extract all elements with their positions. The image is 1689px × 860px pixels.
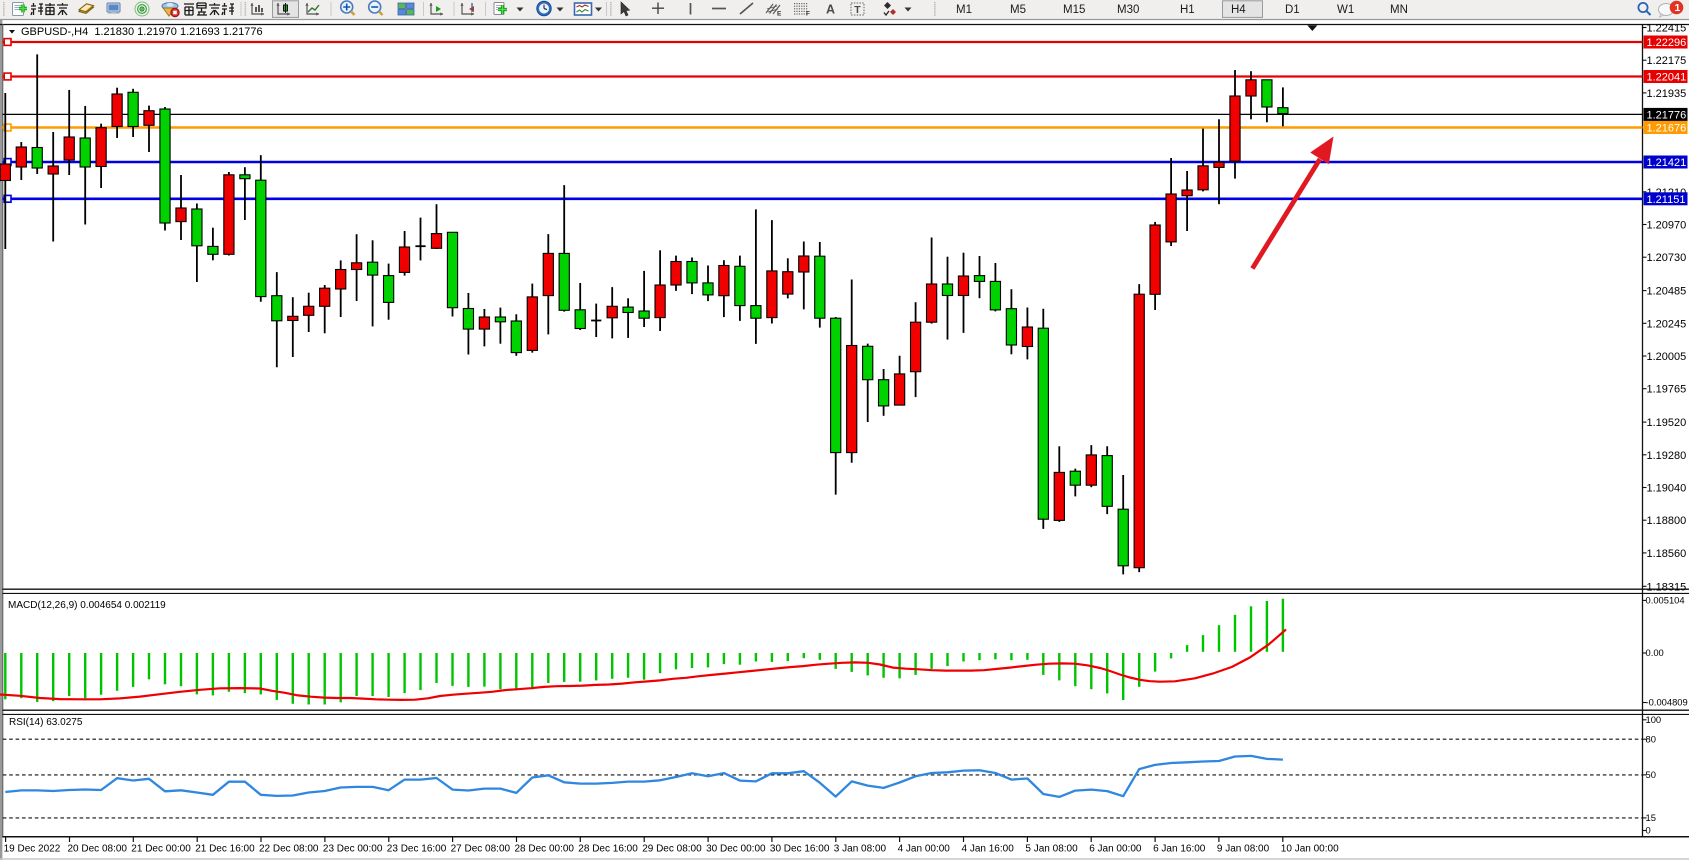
svg-text:MN: MN [1390,4,1408,16]
svg-text:15: 15 [1646,812,1656,823]
svg-text:4 Jan 16:00: 4 Jan 16:00 [962,844,1015,855]
svg-text:1.22296: 1.22296 [1647,37,1687,49]
svg-text:H4: H4 [1231,4,1246,16]
svg-text:W1: W1 [1337,4,1354,16]
svg-text:M5: M5 [1010,4,1026,16]
svg-text:28 Dec 00:00: 28 Dec 00:00 [515,844,575,855]
svg-text:1.18560: 1.18560 [1647,548,1687,560]
svg-text:1.21676: 1.21676 [1647,123,1687,135]
svg-text:1.20970: 1.20970 [1647,220,1687,232]
svg-text:A: A [826,3,835,17]
svg-text:21 Dec 16:00: 21 Dec 16:00 [195,844,255,855]
svg-text:6 Jan 00:00: 6 Jan 00:00 [1089,844,1142,855]
svg-text:3 Jan 08:00: 3 Jan 08:00 [834,844,887,855]
svg-text:27 Dec 08:00: 27 Dec 08:00 [451,844,511,855]
svg-text:E: E [777,11,782,18]
svg-text:F: F [806,11,810,18]
svg-text:T: T [854,4,861,16]
svg-text:1.20245: 1.20245 [1647,318,1687,330]
svg-text:28 Dec 16:00: 28 Dec 16:00 [578,844,638,855]
svg-text:M30: M30 [1117,4,1139,16]
svg-text:0: 0 [1646,825,1651,836]
svg-text:1.19765: 1.19765 [1647,384,1687,396]
svg-text:1.20485: 1.20485 [1647,286,1687,298]
svg-text:29 Dec 08:00: 29 Dec 08:00 [642,844,702,855]
svg-text:1.18800: 1.18800 [1647,515,1687,527]
svg-text:0.00: 0.00 [1646,647,1664,658]
svg-text:M15: M15 [1063,4,1085,16]
svg-text:1.21776: 1.21776 [1647,109,1687,121]
svg-text:-0.004809: -0.004809 [1646,697,1688,708]
svg-text:5 Jan 08:00: 5 Jan 08:00 [1025,844,1078,855]
svg-text:1.19280: 1.19280 [1647,450,1687,462]
svg-text:80: 80 [1646,733,1656,744]
svg-text:H1: H1 [1180,4,1195,16]
svg-text:1.20005: 1.20005 [1647,351,1687,363]
svg-text:1.22415: 1.22415 [1647,23,1687,35]
svg-text:22 Dec 08:00: 22 Dec 08:00 [259,844,319,855]
svg-text:10 Jan 00:00: 10 Jan 00:00 [1281,844,1339,855]
svg-text:D1: D1 [1285,4,1300,16]
svg-text:21 Dec 00:00: 21 Dec 00:00 [131,844,191,855]
svg-text:1.22175: 1.22175 [1647,55,1687,67]
svg-text:1.18315: 1.18315 [1647,581,1687,593]
svg-text:30 Dec 16:00: 30 Dec 16:00 [770,844,830,855]
svg-text:1: 1 [1675,2,1681,14]
svg-text:23 Dec 00:00: 23 Dec 00:00 [323,844,383,855]
svg-text:20 Dec 08:00: 20 Dec 08:00 [68,844,128,855]
svg-text:6 Jan 16:00: 6 Jan 16:00 [1153,844,1206,855]
svg-text:4 Jan 00:00: 4 Jan 00:00 [898,844,951,855]
svg-text:M1: M1 [956,4,972,16]
svg-text:1.21935: 1.21935 [1647,88,1687,100]
svg-text:MACD(12,26,9) 0.004654 0.00211: MACD(12,26,9) 0.004654 0.002119 [8,600,166,611]
svg-text:1.19040: 1.19040 [1647,483,1687,495]
svg-text:1.22041: 1.22041 [1647,72,1687,84]
svg-text:1.20730: 1.20730 [1647,252,1687,264]
svg-text:9 Jan 08:00: 9 Jan 08:00 [1217,844,1270,855]
svg-text:23 Dec 16:00: 23 Dec 16:00 [387,844,447,855]
svg-text:1.19520: 1.19520 [1647,417,1687,429]
svg-text:0.005104: 0.005104 [1646,595,1685,606]
svg-text:30 Dec 00:00: 30 Dec 00:00 [706,844,766,855]
svg-text:19 Dec 2022: 19 Dec 2022 [4,844,61,855]
svg-text:1.21151: 1.21151 [1647,194,1686,206]
svg-text:1.21421: 1.21421 [1647,157,1687,169]
svg-text:100: 100 [1646,714,1662,725]
svg-text:50: 50 [1646,769,1656,780]
svg-text:RSI(14) 63.0275: RSI(14) 63.0275 [9,717,83,728]
svg-text:GBPUSD-,H4 1.21830 1.21970 1.: GBPUSD-,H4 1.21830 1.21970 1.21693 1.217… [21,26,263,38]
